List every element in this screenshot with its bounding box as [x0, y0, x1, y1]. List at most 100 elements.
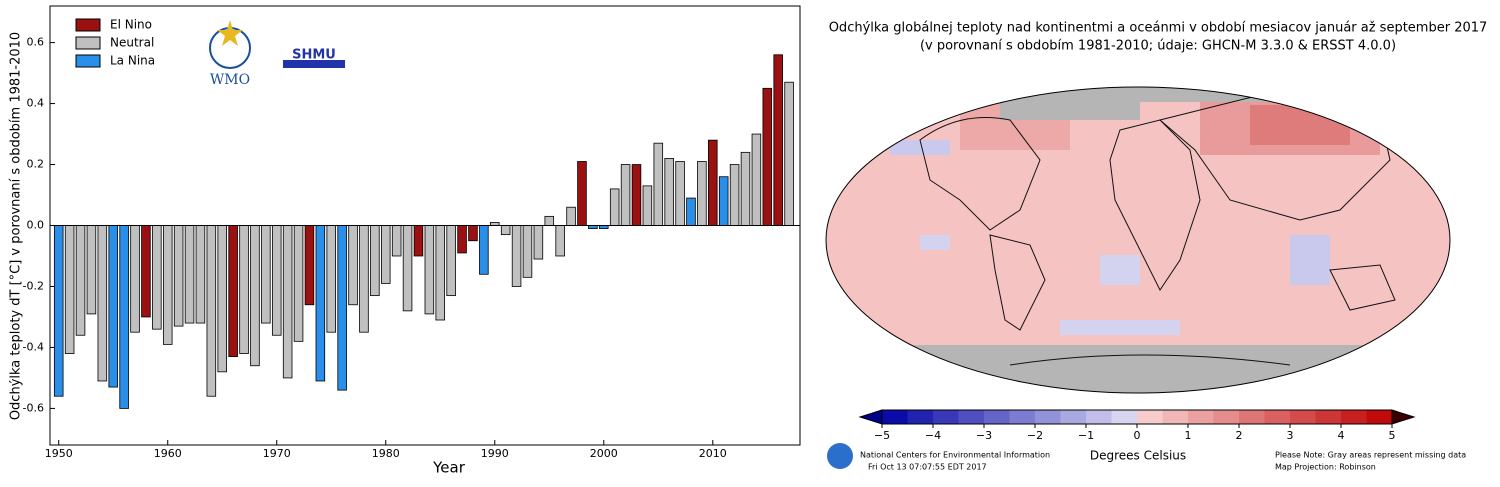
continent-outline — [1009, 354, 1291, 366]
cool-anomaly — [1060, 320, 1180, 335]
bar — [53, 225, 64, 397]
bar — [500, 225, 511, 236]
cool-anomaly — [1290, 235, 1330, 285]
colorbar-segment — [984, 410, 1010, 424]
bar — [620, 164, 631, 226]
colorbar-segment — [882, 410, 908, 424]
continent-outline — [1109, 119, 1201, 291]
bar — [152, 225, 162, 330]
bar — [195, 225, 206, 324]
bar — [457, 225, 467, 254]
bar — [446, 225, 456, 297]
bar — [141, 225, 151, 318]
colorbar-segment — [958, 410, 985, 424]
bar — [740, 151, 751, 226]
colorbar-segment — [1366, 410, 1393, 424]
legend-swatch — [75, 54, 101, 68]
bar — [642, 185, 653, 226]
bar — [337, 225, 347, 391]
bar — [348, 225, 358, 306]
bar — [370, 225, 380, 297]
bar — [555, 225, 565, 257]
bar — [75, 225, 86, 336]
bar — [250, 225, 260, 367]
bar — [282, 225, 293, 379]
continent-outline — [989, 234, 1046, 331]
colorbar-segment — [1290, 410, 1316, 424]
map — [825, 86, 1451, 394]
bar — [228, 225, 238, 357]
bar — [206, 225, 217, 397]
bar — [729, 164, 740, 226]
noaa-logo — [827, 443, 853, 469]
colorbar-tick-label: −2 — [1027, 429, 1043, 442]
bar — [239, 225, 249, 354]
bar — [609, 188, 620, 226]
bar — [435, 225, 446, 321]
warm-anomaly — [1250, 105, 1350, 145]
x-tick-label: 1970 — [263, 447, 291, 460]
colorbar-segment — [1213, 410, 1240, 424]
bar — [762, 87, 773, 226]
colorbar-arrow — [1391, 409, 1416, 425]
bar — [664, 158, 674, 226]
bar — [697, 161, 707, 226]
continent-outline — [1329, 264, 1396, 311]
y-tick-label: -0.2 — [23, 279, 44, 292]
y-axis-label: Odchýlka teploty dT [°C] v porovnaní s o… — [9, 32, 24, 420]
bar — [566, 206, 576, 226]
bar — [631, 164, 642, 226]
bar — [261, 225, 271, 324]
colorbar-tick-label: 1 — [1185, 429, 1192, 442]
legend-label: La Nina — [110, 54, 155, 68]
logo-waves — [283, 60, 345, 68]
bar — [184, 225, 195, 324]
bar — [108, 225, 118, 388]
cool-anomaly — [890, 140, 950, 155]
bar — [784, 81, 794, 226]
bar — [64, 225, 75, 354]
logo-text: SHMU — [292, 48, 336, 63]
y-tick-label: 0.4 — [27, 97, 45, 110]
legend-label: Neutral — [110, 36, 154, 50]
colorbar-tick-label: −3 — [976, 429, 992, 442]
colorbar-segment — [1060, 410, 1087, 424]
bar — [718, 176, 729, 226]
colorbar-segment — [1162, 410, 1189, 424]
x-tick-label: 1960 — [154, 447, 182, 460]
y-tick-label: 0.2 — [27, 158, 45, 171]
colorbar-segment — [1315, 410, 1342, 424]
colorbar-tick-label: −5 — [874, 429, 890, 442]
missing-data — [1000, 87, 1140, 120]
colorbar-segment — [1035, 410, 1061, 424]
bar — [315, 225, 326, 382]
source: National Centers for Environmental Infor… — [860, 451, 1050, 460]
bar — [773, 54, 783, 226]
bar — [708, 139, 718, 226]
bar — [522, 225, 533, 278]
bar — [402, 225, 413, 312]
y-tick-label: -0.6 — [23, 401, 44, 414]
cool-anomaly — [920, 235, 950, 250]
x-tick-label: 1980 — [372, 447, 400, 460]
legend-swatch — [75, 18, 101, 32]
bar — [751, 133, 762, 226]
bar — [304, 225, 315, 306]
colorbar-segment — [907, 410, 934, 424]
logo-star — [217, 20, 243, 46]
note: Please Note: Gray areas represent missin… — [1275, 451, 1466, 460]
bar — [391, 225, 402, 257]
continent-outline — [919, 117, 1041, 231]
cool-anomaly — [1100, 255, 1140, 285]
colorbar-segment — [1009, 410, 1036, 424]
logo-text: WMO — [210, 72, 250, 88]
colorbar-segment — [1264, 410, 1291, 424]
bar — [511, 225, 522, 287]
legend-label: El Nino — [110, 18, 152, 32]
timestamp: Fri Oct 13 07:07:55 EDT 2017 — [868, 463, 987, 472]
bar — [413, 225, 424, 257]
legend-swatch — [75, 36, 101, 50]
bar — [97, 225, 108, 382]
colorbar-label: Degrees Celsius — [1090, 449, 1186, 463]
bar — [162, 225, 173, 345]
